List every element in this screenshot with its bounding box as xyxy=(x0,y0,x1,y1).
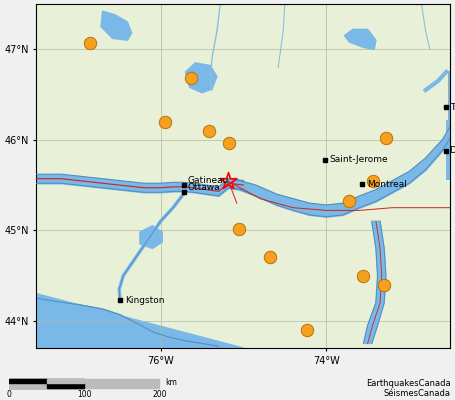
Bar xyxy=(84,379,159,388)
Polygon shape xyxy=(186,63,217,93)
Polygon shape xyxy=(36,294,243,348)
Polygon shape xyxy=(364,221,386,344)
Bar xyxy=(47,384,84,388)
Text: 200: 200 xyxy=(152,390,167,399)
Point xyxy=(161,118,168,125)
Point xyxy=(266,254,273,261)
Bar xyxy=(9,379,47,384)
Polygon shape xyxy=(344,29,376,49)
Polygon shape xyxy=(36,298,218,348)
Text: Ottawa: Ottawa xyxy=(187,183,220,192)
Point xyxy=(86,40,94,46)
Bar xyxy=(47,379,84,384)
Point xyxy=(225,178,232,185)
Polygon shape xyxy=(36,298,218,348)
Point xyxy=(382,135,389,141)
Text: Kingston: Kingston xyxy=(125,296,165,304)
Point xyxy=(187,75,195,82)
Text: Drumm: Drumm xyxy=(450,146,455,155)
Text: Gatineau: Gatineau xyxy=(187,176,228,185)
Text: EarthquakesCanada
SéismesCanada: EarthquakesCanada SéismesCanada xyxy=(366,378,450,398)
Text: Saint-Jerome: Saint-Jerome xyxy=(329,155,388,164)
Point xyxy=(360,272,367,279)
Point xyxy=(225,139,232,146)
Bar xyxy=(9,384,47,388)
Point xyxy=(205,128,212,134)
Polygon shape xyxy=(140,226,162,248)
Text: Montreal: Montreal xyxy=(367,180,407,189)
Point xyxy=(303,327,311,333)
Point xyxy=(236,225,243,232)
Text: 100: 100 xyxy=(77,390,91,399)
Bar xyxy=(9,379,84,388)
Point xyxy=(380,282,388,288)
Text: Trois-Ri: Trois-Ri xyxy=(450,103,455,112)
Point xyxy=(346,198,353,204)
Text: 0: 0 xyxy=(7,390,11,399)
Polygon shape xyxy=(101,11,131,40)
Point xyxy=(370,178,377,185)
Text: km: km xyxy=(166,378,177,387)
